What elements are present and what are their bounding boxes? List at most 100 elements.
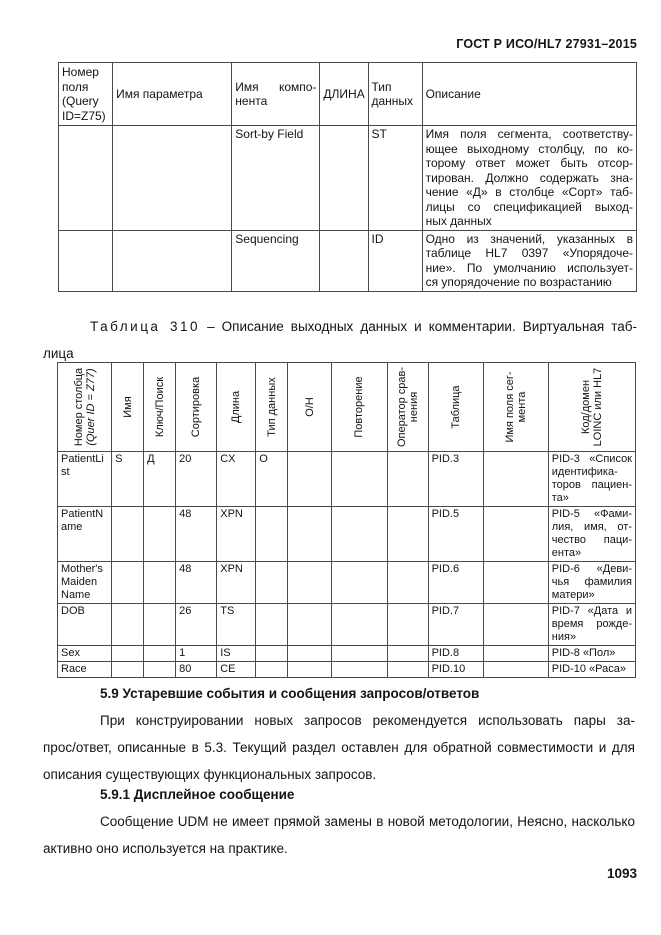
table-cell: [143, 506, 177, 562]
cell-line: чество паци-: [551, 534, 632, 546]
table-cell: PID-7 «Дата и время рожде-ния»: [547, 603, 637, 646]
column-header: Длина: [216, 362, 257, 452]
table-cell: S: [111, 451, 145, 507]
table-cell: PID.5: [427, 506, 484, 562]
table-cell: [112, 229, 233, 292]
table-cell: PatientLi st: [56, 451, 113, 507]
column-header: Повторение: [331, 362, 388, 452]
table-cell: 80: [175, 661, 218, 678]
table-cell: [111, 506, 145, 562]
table-cell: 48: [175, 506, 218, 562]
table-cell: [482, 603, 549, 646]
paragraph-line: При конструировании новых запросов реком…: [100, 713, 635, 728]
rotated-header-text: Код/домен LOINC или HL7: [579, 367, 604, 447]
table-cell: PID.3: [427, 451, 484, 507]
table-cell: PID-8 «Пол»: [547, 645, 637, 662]
table-cell: [143, 645, 177, 662]
table-cell: [255, 506, 289, 562]
table-cell: [331, 506, 388, 562]
section-heading: 5.9 Устаревшие события и сообщения запро…: [100, 686, 480, 701]
header-row: Номер столбца (Quer ID = Z77) Имя Ключ/Поис…: [56, 362, 637, 452]
rotated-header-text: Оператор срав- нения: [395, 366, 420, 448]
table-cell: [57, 125, 114, 231]
table-cell: DOB: [56, 603, 113, 646]
cell-line: чение «Д» в столбце «Сорт» таб-: [425, 185, 633, 199]
cell-line: PID-5 «Фами-: [551, 508, 632, 520]
rotated-header-text: Таблица: [449, 385, 462, 429]
table-row: Mother's Maiden Name 48 XPN PID.6 PID-6 «Дев…: [56, 561, 637, 604]
table-cell: Одно из значений, указанных в таблице HL7…: [421, 229, 638, 292]
table-cell: [111, 661, 145, 678]
table-cell: PID.10: [427, 661, 484, 678]
cell-line: PID-8 «Пол»: [551, 647, 616, 659]
rotated-header-text: Ключ/Поиск: [153, 376, 166, 438]
table-cell: CX: [216, 451, 257, 507]
table-cell: [331, 661, 388, 678]
table-row: Sort-by Field ST Имя поля сегмента, соотве…: [57, 125, 638, 231]
paragraph-line: прос/ответ, описанные в 5.3. Текущий раз…: [43, 740, 635, 755]
cell-line: матери»: [551, 589, 595, 601]
table-cell: [386, 561, 429, 604]
table-cell: Sequencing: [231, 229, 321, 292]
cell-line: ния»: [551, 631, 577, 643]
cell-line: нента: [235, 94, 268, 108]
cell-line: Имя компо-: [235, 79, 317, 94]
cell-line: таблице HL7 0397 «Упорядоче-: [425, 246, 633, 260]
rotated-header-text: О/Н: [303, 397, 316, 417]
cell-line: идентифика-: [551, 466, 618, 478]
table-cell: [57, 229, 114, 292]
table-cell: IS: [216, 645, 257, 662]
column-header: Таблица: [427, 362, 484, 452]
rotated-header-text: Имя: [121, 396, 134, 418]
table-cell: [386, 451, 429, 507]
table-cell: [255, 645, 289, 662]
cell-line: лицы со спецификацией выход-: [425, 199, 633, 214]
rotated-header-wrap: Таблица: [429, 364, 482, 451]
section-heading: 5.9.1 Дисплейное сообщение: [100, 787, 295, 802]
cell-line: ных данных: [425, 214, 492, 228]
cell-line: время рожде-: [551, 618, 632, 630]
table-cell: [255, 661, 289, 678]
table-cell: XPN: [216, 506, 257, 562]
table-cell: [386, 506, 429, 562]
rotated-header-wrap: Ключ/Поиск: [145, 364, 175, 451]
rotated-header-text: Сортировка: [190, 376, 203, 438]
query-parameters-table: Номер поля (Query ID=Z75) Имя параметра Им…: [57, 62, 638, 292]
table-cell: PatientN ame: [56, 506, 113, 562]
table-cell: Имя поля сегмента, соответству-ющее выхо…: [421, 125, 638, 231]
table-cell: [386, 603, 429, 646]
table-cell: 1: [175, 645, 218, 662]
rotated-header-text: Тип данных: [265, 377, 278, 437]
column-header: Тип данных: [255, 362, 289, 452]
table-cell: [143, 603, 177, 646]
rotated-header-wrap: Оператор срав- нения: [388, 364, 427, 451]
table-cell: XPN: [216, 561, 257, 604]
rotated-header-wrap: Длина: [218, 364, 255, 451]
page-header: ГОСТ Р ИСО/HL7 27931–2015: [456, 37, 637, 51]
column-header: Код/домен LOINC или HL7: [547, 362, 637, 452]
table-cell: [386, 645, 429, 662]
cell-line: лия, имя, от-: [551, 521, 632, 533]
table-cell: [111, 603, 145, 646]
table-row: PatientN ame 48 XPN PID.5 PID-5 «Фами-лия, и…: [56, 506, 637, 562]
table-cell: 20: [175, 451, 218, 507]
table-cell: PID.7: [427, 603, 484, 646]
table-caption-line1: Таблица 310 – Описание выходных данных и…: [43, 313, 637, 340]
rotated-header-text: Номер столбца (Quer ID = Z77): [72, 367, 97, 447]
table-cell: [287, 661, 333, 678]
header-subtext: (Quer ID = Z77): [84, 368, 97, 446]
table-cell: [112, 125, 233, 231]
section-5-9-1: 5.9.1 Дисплейное сообщение Сообщение UDM…: [43, 781, 635, 862]
column-header: Имя поля сег- мента: [482, 362, 549, 452]
rotated-header-wrap: Повторение: [333, 364, 386, 451]
cell-line: ента»: [551, 547, 582, 559]
table-row: DOB 26 TS PID.7 PID-7 «Дата и время рожде-ния…: [56, 603, 637, 646]
table-cell: O: [255, 451, 289, 507]
column-header: Номер поля (Query ID=Z75): [57, 62, 114, 126]
cell-line: PID-3 «Список: [551, 453, 632, 465]
table-row: PatientLi st S Д 20 CX O PID.3 PID-3 «Список иде…: [56, 451, 637, 507]
rotated-header-wrap: Код/домен LOINC или HL7: [549, 364, 634, 451]
table-cell: [482, 451, 549, 507]
column-header: О/Н: [287, 362, 333, 452]
